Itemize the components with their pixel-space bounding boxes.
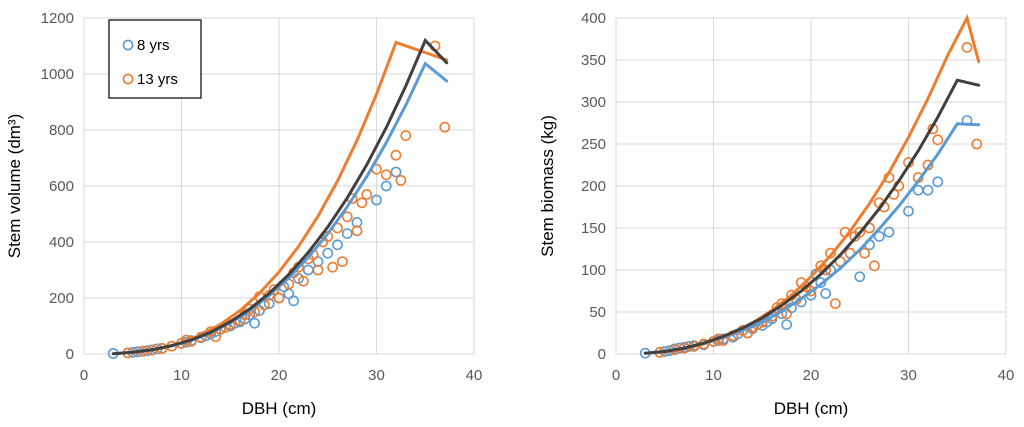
y-tick-label: 200 [49,290,74,307]
y-tick-label: 600 [49,178,74,195]
data-point [312,264,324,276]
series-8-yrs [639,115,973,359]
y-tick-label: 1200 [41,10,74,27]
data-point [971,138,983,150]
data-point [883,226,895,238]
fit-line-13-yrs [658,13,981,354]
data-point [390,149,402,161]
fit-line-all [111,37,449,356]
data-point [854,226,866,238]
legend-box [108,19,202,99]
data-point [288,295,300,307]
y-tick-label: 0 [66,346,74,363]
stem-volume-chart: 0 200 400 600 800 1000 1200 0 10 20 30 40 DBH (cm) St… [5,10,482,418]
data-point [341,228,353,239]
y-axis-label: Stem volume (dm³) [5,114,24,259]
legend-label: 8 yrs [137,37,170,54]
data-point [439,121,451,133]
data-point [249,317,261,329]
data-point [351,225,363,237]
fit-line-all [643,78,981,355]
data-point [380,169,392,181]
y-tick-label: 200 [581,178,606,195]
legend-marker [122,73,134,85]
data-point [332,239,343,251]
data-point [868,260,880,272]
data-point [932,134,944,146]
y-tick-label: 0 [598,346,606,363]
y-axis-label: Stem biomass (kg) [538,115,557,257]
x-tick-label: 0 [80,367,88,384]
data-point [854,271,866,283]
data-point [961,42,973,53]
y-tick-label: 100 [581,262,606,279]
data-point [859,247,871,259]
fit-line-8-yrs [643,122,981,355]
data-point [210,331,222,343]
data-point [336,256,348,267]
data-point [829,298,841,309]
x-axis-label: DBH (cm) [774,399,849,418]
data-point [302,264,314,276]
data-point [273,292,285,304]
x-tick-label: 40 [998,367,1015,384]
data-point [873,230,885,242]
y-tick-label: 400 [49,234,74,251]
data-point [327,261,339,273]
legend-marker [122,39,134,51]
data-point [268,284,280,295]
y-tick-label: 300 [581,94,606,111]
legend-label: 13 yrs [137,71,178,88]
y-tick-label: 800 [49,122,74,139]
data-point [805,285,817,297]
data-point [820,264,832,276]
data-point [322,247,334,259]
data-point [380,180,392,192]
x-axis-label: DBH (cm) [242,399,317,418]
x-tick-label: 40 [466,367,483,384]
data-point [371,194,382,206]
data-point [400,130,412,141]
stem-biomass-chart: 0 50 100 150 200 250 300 350 400 0 10 20 30 40 DBH (cm… [538,10,1014,418]
data-point [815,277,827,288]
gridlines [615,17,1007,355]
data-point [297,275,309,287]
data-point [395,174,407,186]
data-point [312,256,324,267]
data-point [781,319,793,330]
data-point [390,166,402,178]
data-point [932,176,944,188]
legend: 8 yrs 13 yrs [108,19,202,99]
data-point [356,197,368,209]
x-tick-label: 30 [900,367,917,384]
data-point [903,205,914,217]
y-tick-label: 1000 [41,66,74,83]
y-tick-label: 400 [581,10,606,27]
y-tick-label: 250 [581,136,606,153]
data-point [361,188,373,200]
x-tick-label: 20 [803,367,820,384]
x-tick-label: 20 [271,367,288,384]
data-point [263,298,275,309]
data-point [922,184,934,196]
data-point [341,211,353,223]
x-tick-label: 10 [173,367,190,384]
x-tick-label: 10 [705,367,722,384]
data-point [820,288,832,299]
y-tick-label: 350 [581,52,606,69]
x-tick-label: 30 [368,367,385,384]
y-tick-label: 50 [589,304,606,321]
y-tick-label: 150 [581,220,606,237]
x-tick-label: 0 [612,367,620,384]
